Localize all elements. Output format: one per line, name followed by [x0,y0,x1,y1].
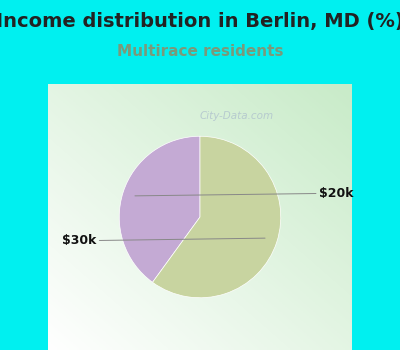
Text: $30k: $30k [62,234,265,247]
Wedge shape [119,136,200,282]
Wedge shape [152,136,281,298]
Text: Multirace residents: Multirace residents [117,44,283,59]
Text: Income distribution in Berlin, MD (%): Income distribution in Berlin, MD (%) [0,12,400,31]
Text: $20k: $20k [135,187,353,200]
Text: City-Data.com: City-Data.com [200,111,274,121]
